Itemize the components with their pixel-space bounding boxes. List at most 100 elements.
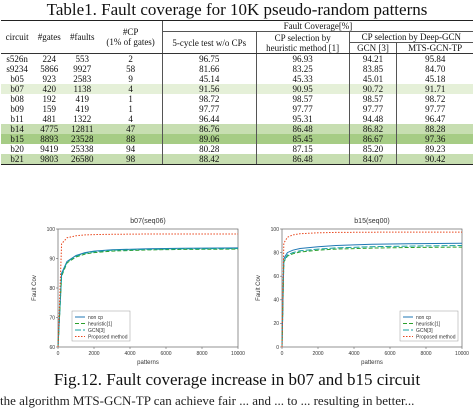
- cell-gcn: 94.21: [348, 53, 397, 64]
- x-tick-label: 4000: [124, 351, 135, 357]
- cell-gcn: 86.67: [348, 134, 397, 144]
- cell-gates: 192: [42, 94, 56, 104]
- cell-gcn: 86.82: [348, 124, 397, 134]
- x-tick-label: 8000: [196, 351, 207, 357]
- cell-faults: 12811: [71, 124, 94, 134]
- cell-faults: 25338: [71, 144, 94, 154]
- x-tick-label: 0: [57, 351, 60, 357]
- cell-gcn: 94.48: [348, 114, 397, 124]
- cell-heuristic: 83.25: [255, 64, 350, 74]
- cell-heuristic: 95.31: [255, 114, 350, 124]
- cell-mts: 45.18: [396, 74, 473, 84]
- cell-heuristic: 86.48: [255, 154, 350, 165]
- legend-label: Proposed method: [416, 334, 456, 340]
- cell-five-cycle: 96.75: [161, 53, 257, 64]
- cell-mts: 91.71: [396, 84, 473, 94]
- series-line: [281, 245, 463, 348]
- x-tick-label: 2000: [312, 351, 323, 357]
- cell-cp: 2: [128, 54, 133, 64]
- table-row: b11 481 1322 4 96.44 95.31 94.48 96.47: [1, 114, 473, 124]
- cell-gcn: 83.85: [348, 64, 397, 74]
- cell-five-cycle: 81.66: [161, 64, 257, 74]
- table-row: b08 192 419 1 98.72 98.57 98.57 98.72: [1, 94, 473, 104]
- cell-gcn: 98.57: [348, 94, 397, 104]
- cell-heuristic: 96.93: [255, 53, 350, 64]
- cell-circuit: b20: [10, 144, 24, 154]
- cell-faults: 553: [75, 54, 90, 64]
- cell-circuit: b14: [10, 124, 24, 134]
- y-tick-label: 20: [273, 321, 279, 327]
- table-row: b09 159 419 1 97.77 97.77 97.77 97.77: [1, 104, 473, 114]
- cell-five-cycle: 45.14: [161, 74, 257, 84]
- x-axis-label: patterns: [137, 360, 159, 366]
- y-tick-label: 70: [49, 315, 55, 321]
- cell-gates: 481: [42, 114, 56, 124]
- cell-gcn: 84.07: [348, 154, 397, 165]
- header-heuristic: CP selection by heuristic method [1]: [255, 31, 350, 54]
- cell-gates: 4775: [40, 124, 59, 134]
- header-cp-line1: #CP: [122, 27, 139, 37]
- fault-coverage-table: circuit #gates #faults #CP (1% of gates)…: [1, 20, 473, 165]
- header-circuit: circuit: [1, 20, 34, 54]
- cell-cp: 1: [128, 104, 133, 114]
- cell-cp: 98: [99, 154, 163, 165]
- header-gates: #gates: [33, 20, 66, 54]
- series-line: [281, 231, 462, 348]
- figure-caption: Fig.12. Fault coverage increase in b07 a…: [53, 370, 421, 389]
- cell-mts: 89.23: [396, 144, 473, 154]
- cell-gates: 8893: [40, 134, 59, 144]
- y-tick-label: 90: [49, 256, 55, 262]
- table-body: s526n 224 553 2 96.75 96.93 94.21 95.84 s9234 586…: [1, 53, 473, 165]
- cell-five-cycle: 98.72: [161, 94, 257, 104]
- cell-mts: 96.47: [396, 114, 473, 124]
- cell-gates: 420: [42, 84, 56, 94]
- cell-mts: 84.70: [396, 64, 473, 74]
- y-axis-label: Fault Cov: [256, 275, 262, 301]
- plot-area: [281, 228, 463, 348]
- cell-circuit: b05: [10, 74, 24, 84]
- y-tick-label: 100: [47, 227, 56, 233]
- y-tick-label: 80: [49, 286, 55, 292]
- cut-off-text: the algorithm MTS-GCN-TP can achieve fai…: [0, 394, 415, 408]
- cell-gates: 159: [42, 104, 56, 114]
- cell-circuit: s9234: [6, 64, 28, 74]
- cell-circuit: s526n: [6, 54, 28, 64]
- x-axis-label: patterns: [361, 360, 383, 366]
- legend-label: heuristic[1]: [416, 321, 441, 327]
- y-tick-label: 60: [49, 345, 55, 351]
- cell-circuit: b11: [10, 114, 24, 124]
- cell-circuit: b07: [10, 84, 24, 94]
- header-gcn: GCN [3]: [348, 42, 397, 54]
- cell-cp: 58: [126, 64, 136, 74]
- cell-gates: 224: [42, 54, 56, 64]
- cell-five-cycle: 80.28: [161, 144, 257, 154]
- cell-mts: 88.28: [396, 124, 473, 134]
- cell-heuristic: 86.48: [255, 124, 350, 134]
- cell-cp: 88: [126, 134, 136, 144]
- series-line: [57, 233, 238, 348]
- cell-circuit: b15: [10, 134, 24, 144]
- cell-faults: 1138: [73, 84, 92, 94]
- cell-mts: 97.36: [396, 134, 473, 144]
- cell-mts: 95.84: [396, 53, 473, 64]
- series-line: [281, 246, 463, 348]
- chart-b15: b15(seq00) 0 2000 4000 6000 8000 10000 0 20 40 60 8…: [252, 213, 470, 369]
- x-tick-label: 6000: [384, 351, 395, 357]
- cell-faults: 1322: [73, 114, 92, 124]
- header-deep-gcn: CP selection by Deep-GCN: [348, 31, 473, 43]
- cell-gcn: 90.72: [348, 84, 397, 94]
- table-caption: Table1. Fault coverage for 10K pseudo-ra…: [46, 0, 428, 19]
- y-tick-label: 0: [276, 345, 279, 351]
- cell-cp: 94: [126, 144, 136, 154]
- legend-label: non cp: [416, 315, 431, 321]
- y-tick-label: 40: [273, 298, 279, 304]
- chart-b15-svg: b15(seq00) 0 2000 4000 6000 8000 10000 0 20 40 60 8…: [256, 218, 469, 366]
- table-row: b21 9803 26580 98 88.42 86.48 84.07 90.42: [1, 154, 473, 165]
- x-tick-label: 8000: [420, 351, 431, 357]
- y-tick-label: 80: [273, 250, 279, 256]
- x-tick-label: 10000: [455, 351, 469, 357]
- legend-label: GCN[3]: [88, 328, 105, 334]
- header-cp-line2: (1% of gates): [106, 37, 155, 47]
- table-row: b05 923 2583 9 45.14 45.33 45.01 45.18: [1, 74, 473, 84]
- table-row: s526n 224 553 2 96.75 96.93 94.21 95.84: [1, 53, 473, 64]
